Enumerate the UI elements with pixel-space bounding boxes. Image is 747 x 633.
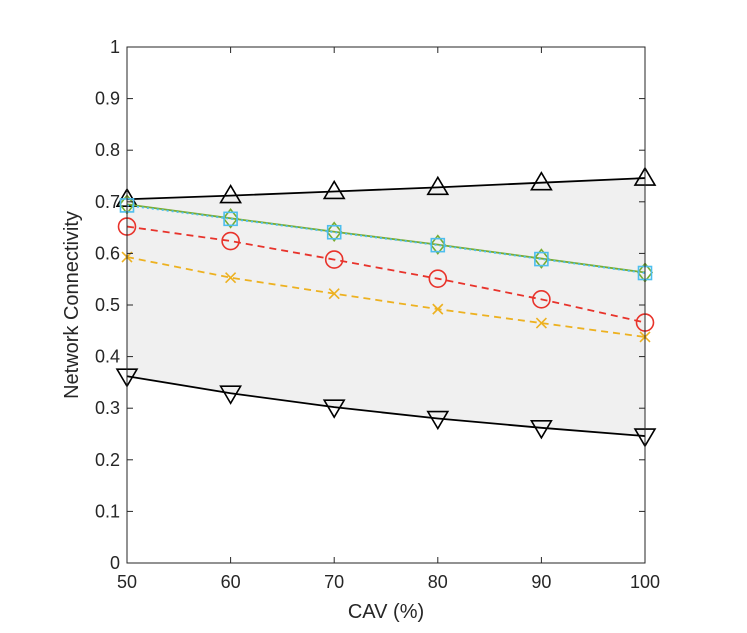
x-tick-label: 60 (221, 572, 241, 592)
triangle-up-marker (219, 184, 242, 204)
circle-marker (221, 231, 240, 251)
square-marker (534, 251, 549, 267)
upper-bound-line (126, 177, 646, 201)
series-blue-line (126, 204, 646, 274)
square-marker (326, 224, 342, 240)
triangle-down-marker (219, 385, 242, 405)
upper-bound-group (115, 166, 657, 208)
triangle-down-marker (426, 410, 450, 431)
x-tick-label: 70 (324, 572, 344, 592)
x-marker (328, 288, 340, 300)
diamond-marker (533, 248, 550, 269)
y-axis-label: Network Connectivity (61, 211, 83, 399)
y-tick-label: 0.5 (95, 295, 120, 315)
y-tick-label: 0.2 (95, 450, 120, 470)
x-tick-label: 80 (428, 572, 448, 592)
series-red-line (126, 225, 646, 324)
y-tick-label: 0.9 (95, 89, 120, 109)
y-tick-label: 0.6 (95, 243, 120, 263)
circle-marker (428, 269, 448, 288)
triangle-up-marker (322, 179, 346, 200)
circle-marker (324, 250, 344, 269)
triangle-down-marker (322, 399, 346, 419)
y-tick-label: 0.1 (95, 501, 120, 521)
diamond-marker (222, 208, 239, 229)
diamond-marker (326, 221, 343, 243)
x-tick-label: 50 (117, 572, 137, 592)
x-marker (432, 303, 444, 315)
circle-marker (532, 290, 551, 309)
x-tick-label: 100 (630, 572, 660, 592)
triangle-up-marker (530, 171, 553, 191)
y-tick-label: 0.7 (95, 192, 120, 212)
triangle-down-marker (530, 420, 553, 440)
x-tick-label: 90 (531, 572, 551, 592)
x-marker (535, 317, 547, 329)
y-tick-label: 0 (110, 553, 120, 573)
x-axis-label: CAV (%) (348, 601, 424, 623)
y-tick-label: 0.3 (95, 398, 120, 418)
y-tick-label: 0.8 (95, 140, 120, 160)
series-yellow-group (121, 251, 651, 343)
series-red-group (117, 217, 655, 332)
triangle-up-marker (426, 175, 450, 196)
shaded-band (127, 178, 645, 437)
y-tick-label: 0.4 (95, 347, 120, 367)
diamond-marker (429, 234, 446, 255)
square-marker (430, 237, 446, 253)
lower-bound-line (126, 375, 646, 437)
y-tick-label: 1 (110, 37, 120, 57)
series-yellow-line (126, 256, 646, 338)
square-marker (223, 211, 238, 227)
x-marker (225, 272, 237, 284)
